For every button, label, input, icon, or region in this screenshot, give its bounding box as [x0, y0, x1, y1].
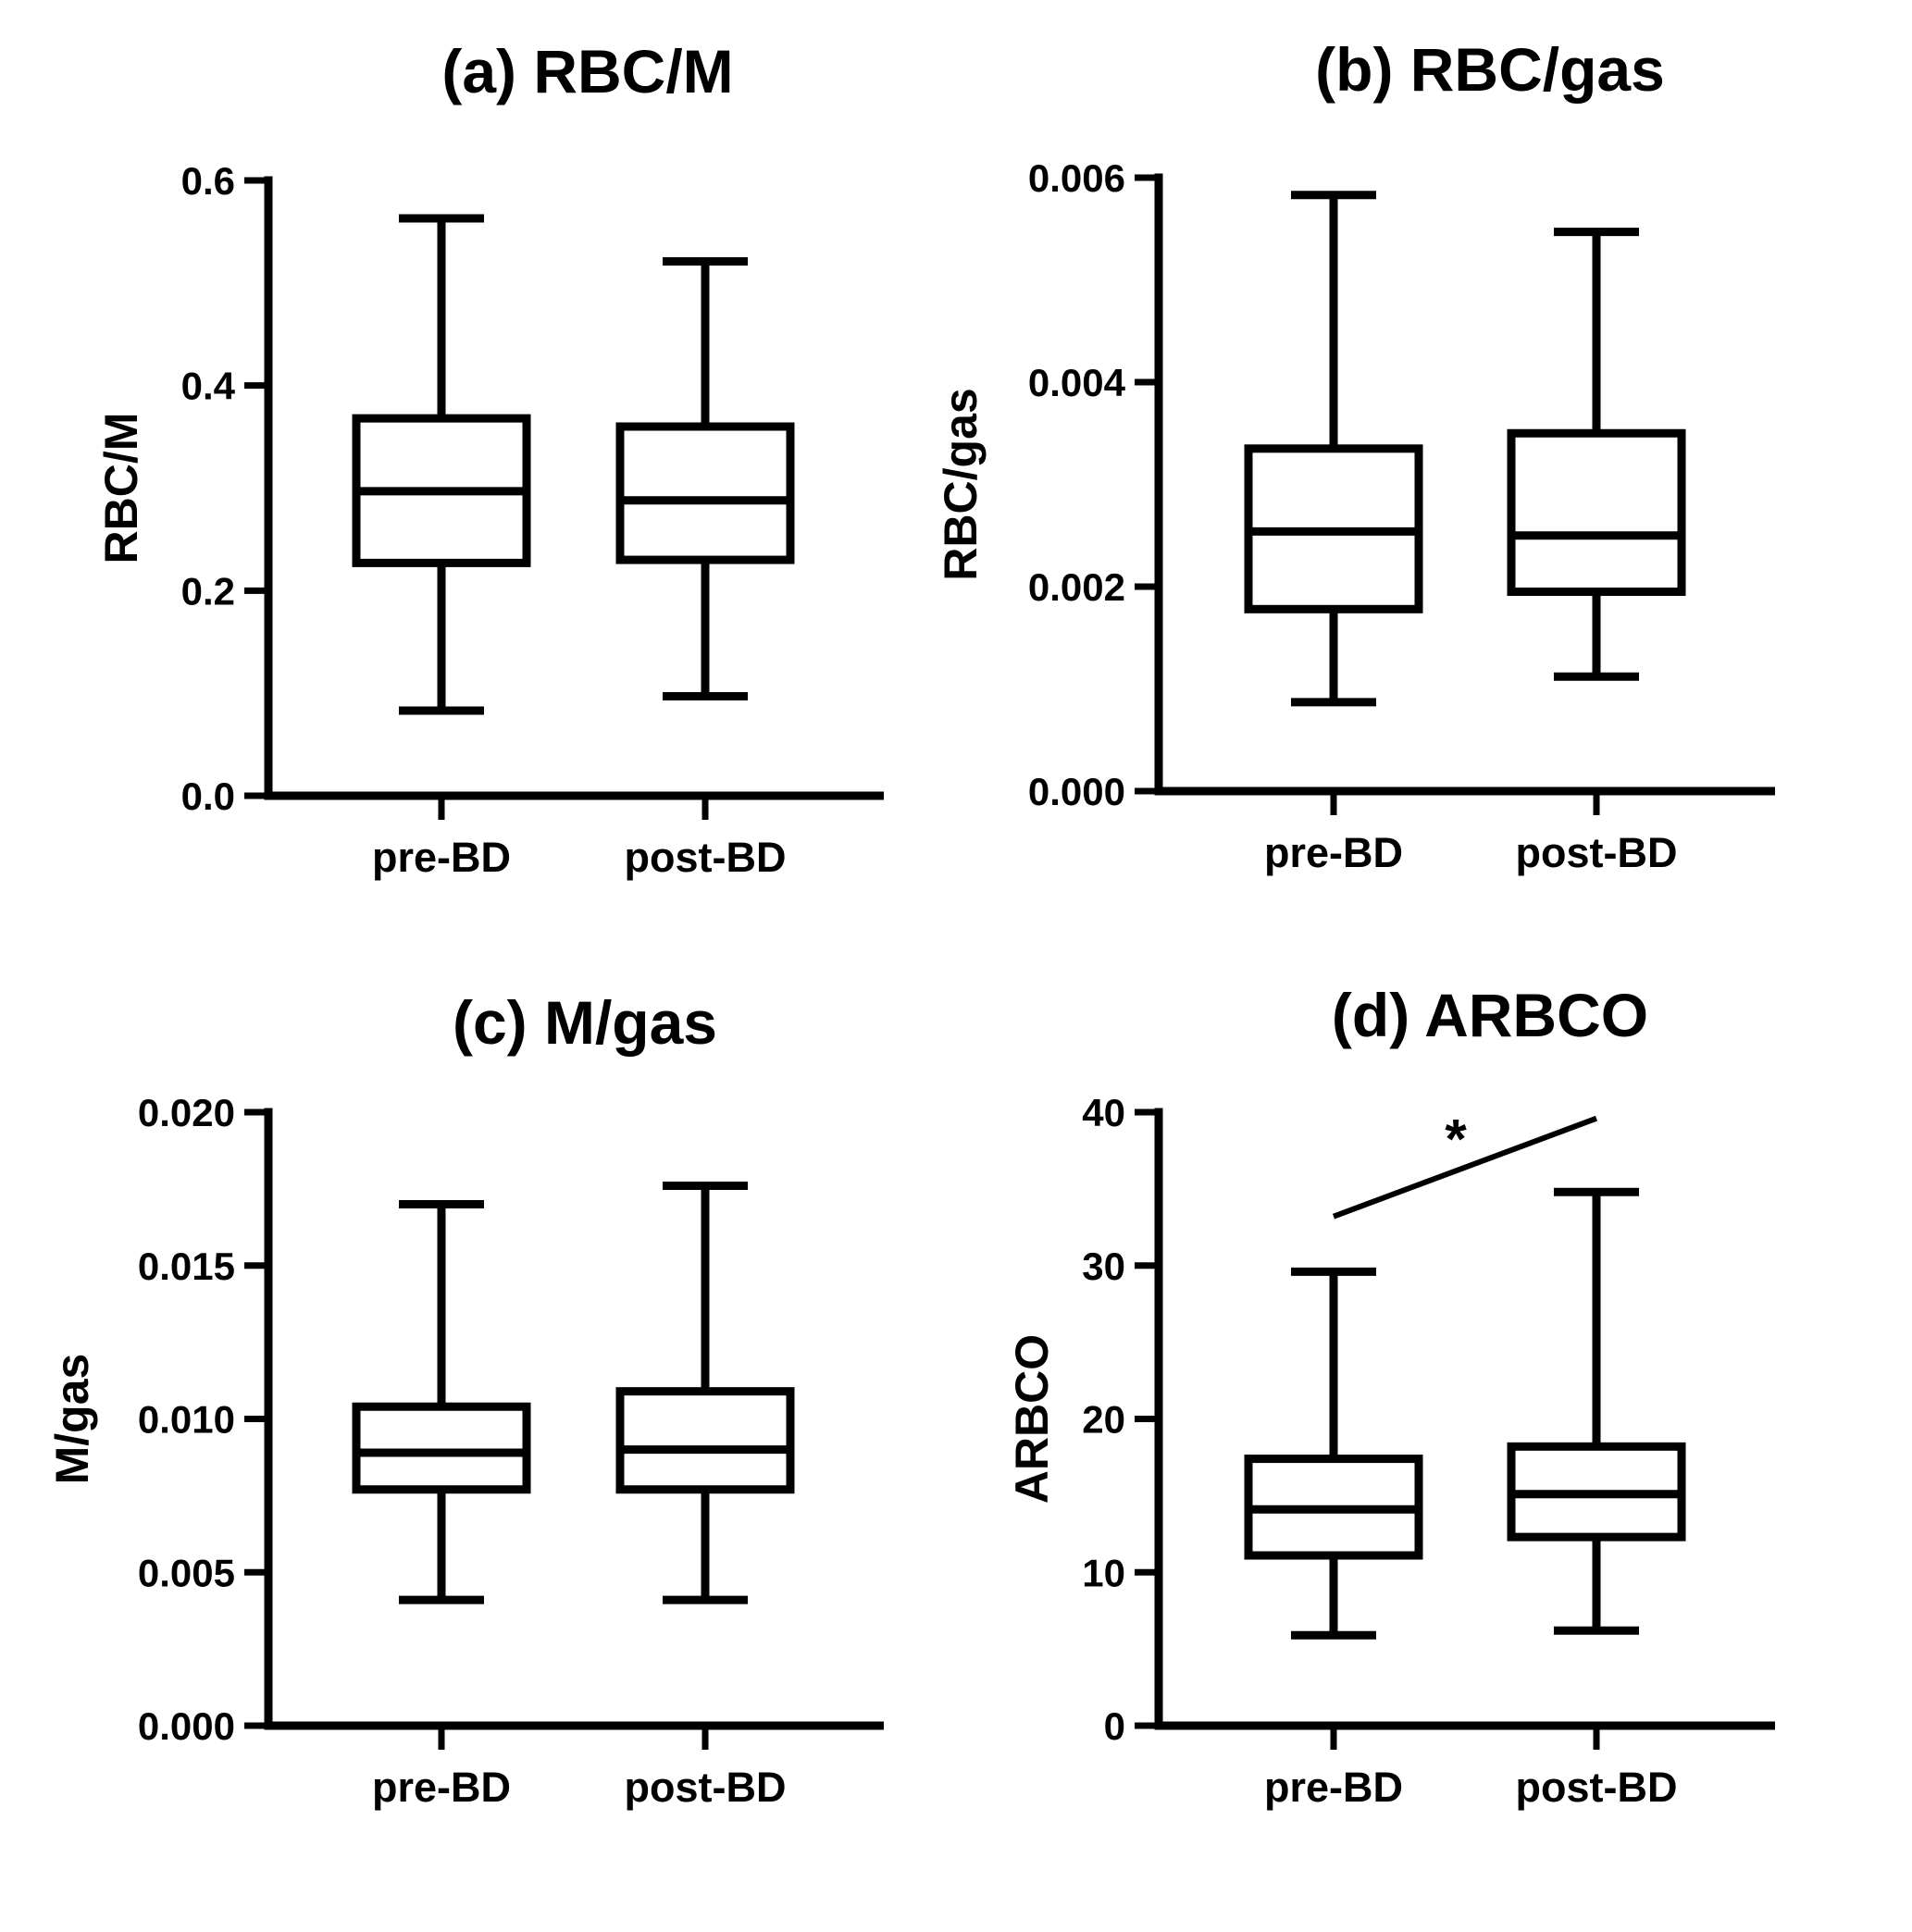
panel-1: (a) RBC/M RBC/M 0.0 0.2 0.4 0.6 pre-BD post-BD: [95, 37, 884, 881]
y-axis-label: M/gas: [46, 1354, 98, 1485]
y-tick-label: 0.005: [138, 1551, 235, 1594]
y-tick-label: 0.000: [1028, 770, 1125, 813]
box-pre-BD: [352, 1199, 531, 1604]
y-tick-label: 30: [1082, 1245, 1125, 1288]
x-tick-label: post-BD: [625, 1764, 787, 1811]
box-pre-BD: [1244, 191, 1423, 707]
y-axis-label: RBC/gas: [935, 388, 987, 580]
x-tick-label: pre-BD: [372, 834, 511, 881]
y-tick-label: 0.002: [1028, 565, 1125, 609]
iqr-box: [352, 1402, 531, 1494]
box-post-BD: [1507, 1187, 1686, 1635]
y-tick-label: 20: [1082, 1398, 1125, 1442]
panel-title: (d) ARBCO: [1332, 981, 1648, 1049]
panel-title: (a) RBC/M: [441, 37, 733, 105]
y-tick-label: 0.020: [138, 1091, 235, 1134]
x-tick-label: post-BD: [1516, 829, 1678, 876]
y-tick-label: 10: [1082, 1551, 1125, 1594]
y-tick-label: 0.004: [1028, 361, 1126, 404]
iqr-box: [1507, 428, 1686, 597]
y-tick-label: 0.4: [181, 365, 236, 408]
y-tick-label: 0: [1104, 1704, 1125, 1748]
x-tick-label: pre-BD: [372, 1764, 511, 1811]
x-tick-label: post-BD: [1516, 1764, 1678, 1811]
y-tick-label: 0.006: [1028, 156, 1125, 200]
x-tick-label: post-BD: [625, 834, 787, 881]
x-tick-label: pre-BD: [1264, 829, 1403, 876]
x-tick-label: pre-BD: [1264, 1764, 1403, 1811]
box-pre-BD: [1244, 1267, 1423, 1640]
panel-3: (c) M/gas M/gas 0.000 0.005 0.010 0.015 0.020 p…: [46, 988, 884, 1811]
panel-title: (c) M/gas: [453, 988, 717, 1057]
box-post-BD: [615, 1182, 795, 1604]
iqr-box: [615, 1387, 795, 1494]
box-pre-BD: [352, 214, 531, 715]
iqr-box: [615, 422, 795, 564]
panel-4: (d) ARBCO ARBCO 0 10 20 30 40 pre-BD post-BD *: [1006, 981, 1775, 1811]
y-tick-label: 0.015: [138, 1245, 235, 1288]
y-tick-label: 0.6: [181, 159, 235, 203]
box-post-BD: [615, 257, 795, 700]
y-tick-label: 0.010: [138, 1398, 235, 1442]
y-tick-label: 0.000: [138, 1704, 235, 1748]
box-post-BD: [1507, 228, 1686, 681]
y-tick-label: 40: [1082, 1091, 1125, 1134]
y-tick-label: 0.0: [181, 774, 235, 818]
y-axis-label: RBC/M: [95, 413, 147, 564]
panel-2: (b) RBC/gas RBC/gas 0.000 0.002 0.004 0.006 pr…: [935, 35, 1775, 876]
y-axis-label: ARBCO: [1006, 1334, 1058, 1504]
significance-line: [1332, 1115, 1598, 1220]
y-tick-label: 0.2: [181, 569, 235, 613]
panel-title: (b) RBC/gas: [1315, 35, 1665, 104]
significance-marker: *: [1445, 1108, 1467, 1170]
